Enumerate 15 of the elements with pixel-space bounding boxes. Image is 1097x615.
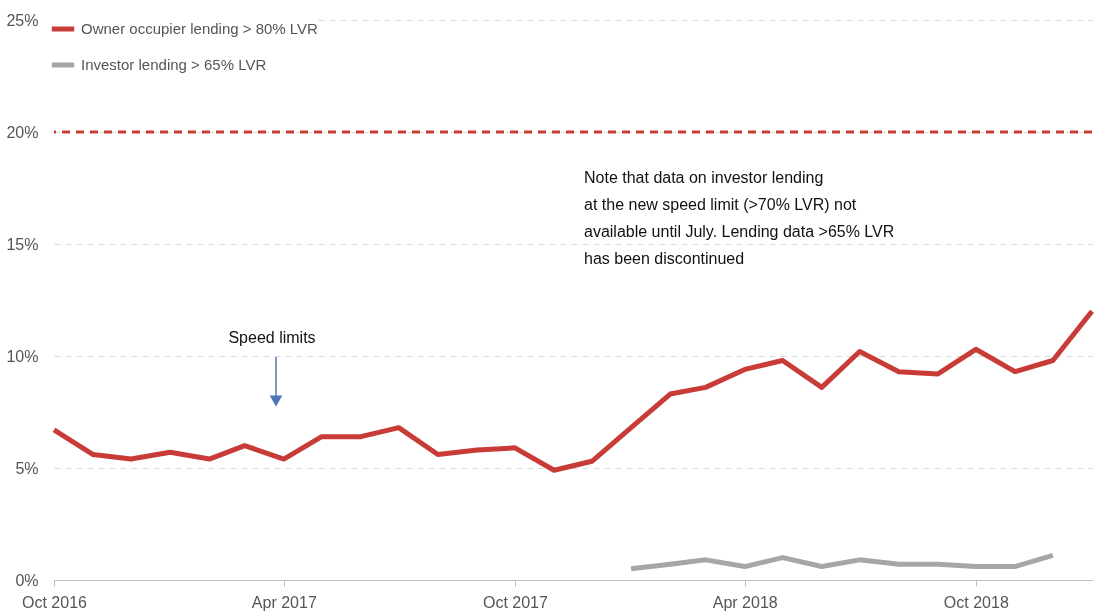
legend-label: Owner occupier lending > 80% LVR	[81, 20, 319, 37]
legend-label: Investor lending > 65% LVR	[81, 56, 267, 73]
y-tick-label: 20%	[6, 123, 39, 141]
x-tick-label: Apr 2017	[251, 593, 317, 611]
y-tick-label: 15%	[6, 235, 39, 253]
x-tick-label: Oct 2017	[482, 593, 548, 611]
y-tick-label: 25%	[6, 11, 39, 29]
annotation: Note that data on investor lending at the new speed limit (>70% LVR) not available until July. Lending data >65% LVR has been discontinued	[584, 169, 895, 267]
x-tick-label: Oct 2016	[22, 593, 88, 611]
y-tick-label: 10%	[6, 347, 39, 365]
y-tick-label: 0%	[15, 571, 39, 589]
annotation: Speed limits	[228, 329, 316, 346]
x-tick-label: Apr 2018	[712, 593, 778, 611]
x-tick-label: Oct 2018	[943, 593, 1009, 611]
y-tick-label: 5%	[15, 459, 39, 477]
